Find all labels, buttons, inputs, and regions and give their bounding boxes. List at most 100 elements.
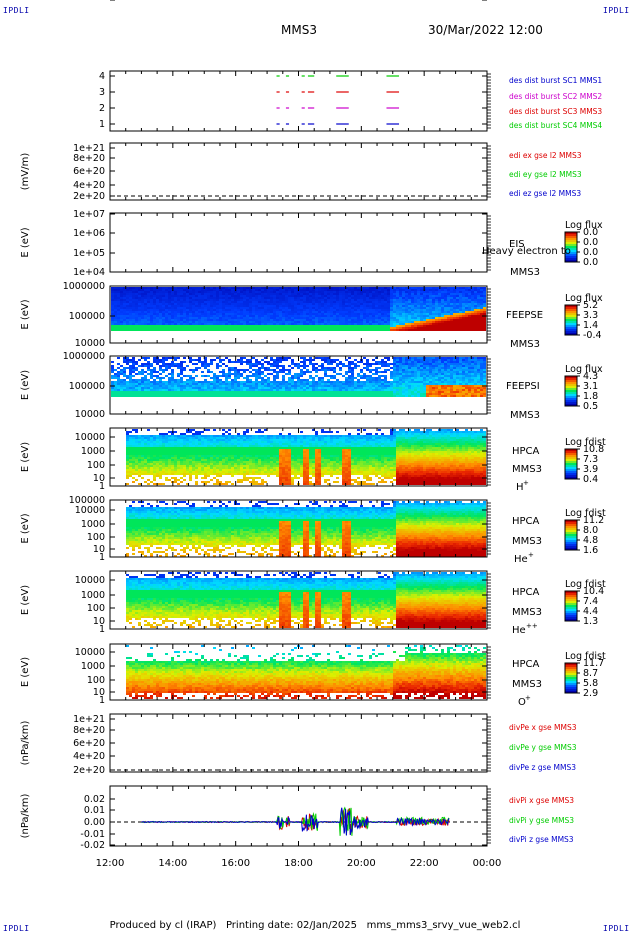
ytick-label-burst-3: 1	[99, 119, 105, 130]
colorbar-tick-hpca_h-0: 10.8	[583, 444, 604, 455]
xtick-label-1: 14:00	[158, 858, 187, 869]
panel-frame-edi	[109, 142, 488, 201]
footer: Produced by cl (IRAP) Printing date: 02/…	[0, 920, 630, 931]
colorbar-tick-hpca_o-2: 5.8	[583, 678, 598, 689]
ytick-label-feeps_e-2: 10000	[75, 338, 105, 349]
colorbar-tick-eis-2: 0.0	[583, 247, 598, 258]
ytick-label-hpca_he2-4: 1	[99, 624, 105, 635]
colorbar-tick-feeps_i-2: 1.8	[583, 391, 598, 402]
colorbar-tick-hpca_he1-1: 8.0	[583, 525, 598, 536]
ytick-label-eis-0: 1e+07	[73, 209, 105, 220]
footer-printing-date: Printing date: 02/Jan/2025	[225, 920, 358, 931]
ytick-label-hpca_h-3: 10	[93, 473, 105, 484]
ytick-label-hpca_o-1: 1000	[81, 661, 105, 672]
colorbar-tick-hpca_he2-3: 1.3	[583, 616, 598, 627]
legend-divpe-1: divPe y gse MMS3	[509, 743, 577, 752]
ytick-label-divpi-0: 0.02	[84, 794, 105, 805]
ytick-label-feeps_e-1: 100000	[69, 311, 105, 322]
label-sc-hpca_h: MMS3	[512, 464, 542, 475]
ytick-label-edi-4: 2e+20	[73, 191, 105, 202]
ytick-label-divpe-1: 8e+20	[73, 725, 105, 736]
legend-burst-3: des dist burst SC4 MMS4	[509, 121, 602, 130]
ytick-label-eis-3: 1e+04	[73, 267, 105, 278]
label-sc-hpca_o: MMS3	[512, 679, 542, 690]
panel-frame-divpe	[109, 713, 488, 773]
footer-produced-by: Produced by cl (IRAP)	[109, 920, 217, 931]
ytick-label-edi-1: 8e+20	[73, 153, 105, 164]
ytick-label-divpe-0: 1e+21	[73, 714, 105, 725]
colorbar-tick-feeps_e-2: 1.4	[583, 320, 598, 331]
ytick-label-divpi-2: 0.00	[84, 817, 105, 828]
label-feeps_e-0: FEEPSE	[506, 310, 543, 321]
ylabel-hpca_o: E (eV)	[20, 657, 31, 687]
label-instrument-hpca_he2: HPCA	[512, 587, 540, 598]
ytick-label-feeps_i-2: 10000	[75, 409, 105, 420]
colorbar-tick-hpca_h-3: 0.4	[583, 474, 598, 485]
divpi-series-z	[141, 807, 450, 836]
ytick-label-hpca_h-0: 10000	[75, 432, 105, 443]
spectrogram-hpca_he2	[126, 572, 486, 628]
ytick-label-hpca_he1-1: 10000	[75, 505, 105, 516]
panel-frame-eis	[109, 212, 488, 273]
corner-label-bottom-right: IPDLI	[603, 924, 630, 933]
ytick-label-hpca_he2-0: 10000	[75, 575, 105, 586]
colorbar-title-feeps_i: Log flux	[565, 364, 603, 375]
ylabel-eis: E (eV)	[20, 227, 31, 257]
colorbar-tick-hpca_he1-0: 11.2	[583, 515, 604, 526]
ytick-label-feeps_i-0: 1000000	[63, 351, 105, 362]
spectrogram-feeps_i	[111, 357, 486, 397]
legend-divpi-0: divPi x gse MMS3	[509, 796, 574, 805]
ylabel-feeps_i: E (eV)	[20, 370, 31, 400]
xtick-label-2: 16:00	[221, 858, 250, 869]
legend-divpe-0: divPe x gse MMS3	[509, 723, 577, 732]
ytick-label-hpca_he1-2: 1000	[81, 519, 105, 530]
colorbar-tick-hpca_o-1: 8.7	[583, 668, 598, 679]
ylabel-feeps_e: E (eV)	[20, 299, 31, 329]
ytick-label-eis-1: 1e+06	[73, 228, 105, 239]
ylabel-edi: (mV/m)	[20, 153, 31, 191]
ytick-label-edi-2: 6e+20	[73, 166, 105, 177]
legend-edi-2: edi ez gse l2 MMS3	[509, 189, 581, 198]
ytick-label-hpca_he1-5: 1	[99, 552, 105, 563]
panel-eis: 1e+07 1e+06 1e+05 1e+04 E (eV)	[20, 209, 491, 278]
ytick-label-hpca_o-2: 100	[87, 675, 105, 686]
colorbar-tick-hpca_o-0: 11.7	[583, 658, 604, 669]
ytick-label-burst-1: 3	[99, 87, 105, 98]
label-sc-hpca_he1: MMS3	[512, 536, 542, 547]
ylabel-divpi: (nPa/km)	[20, 794, 31, 839]
colorbar-tick-feeps_e-3: -0.4	[583, 330, 602, 341]
corner-label-top-left: IPDLI	[3, 6, 30, 15]
xtick-label-5: 22:00	[410, 858, 439, 869]
colorbar-title-hpca_o: Log fdist	[565, 651, 606, 662]
spectrogram-feeps_e	[111, 287, 486, 331]
label-feeps_e-1: MMS3	[510, 339, 540, 350]
colorbar-tick-feeps_i-1: 3.1	[583, 381, 598, 392]
plot-datetime: 30/Mar/2022 12:00	[428, 23, 543, 37]
ylabel-divpe: (nPa/km)	[20, 721, 31, 766]
ytick-label-hpca_he1-0: 100000	[69, 495, 105, 506]
panel-hpca_he2: 10000 1000 100 101 E (eV)	[20, 570, 491, 635]
label-feeps_i-0: FEEPSI	[506, 381, 540, 392]
xtick-label-6: 00:00	[473, 858, 502, 869]
ytick-label-divpi-4: -0.02	[80, 840, 105, 851]
ytick-label-hpca_h-1: 1000	[81, 446, 105, 457]
legend-burst-0: des dist burst SC1 MMS1	[509, 76, 602, 85]
ytick-label-edi-5: 0	[99, 0, 105, 3]
panel-hpca_h: 10000 1000 100 101 E (eV)	[20, 427, 491, 492]
xtick-label-3: 18:00	[284, 858, 313, 869]
ytick-label-divpi-1: 0.01	[84, 805, 105, 816]
ylabel-hpca_he1: E (eV)	[20, 513, 31, 543]
colorbar-title-eis: Log flux	[565, 220, 603, 231]
ytick-label-hpca_h-4: 1	[99, 481, 105, 492]
ytick-label-feeps_i-1: 100000	[69, 381, 105, 392]
ytick-label-divpe-5: 0	[99, 0, 105, 3]
panel-feeps_e: 1000000 100000 10000 E (eV)	[20, 281, 491, 349]
ytick-label-eis-2: 1e+05	[73, 248, 105, 259]
label-instrument-hpca_o: HPCA	[512, 659, 540, 670]
ytick-label-hpca_he1-3: 100	[87, 532, 105, 543]
colorbar-tick-eis-1: 0.0	[583, 237, 598, 248]
ylabel-hpca_he2: E (eV)	[20, 585, 31, 615]
